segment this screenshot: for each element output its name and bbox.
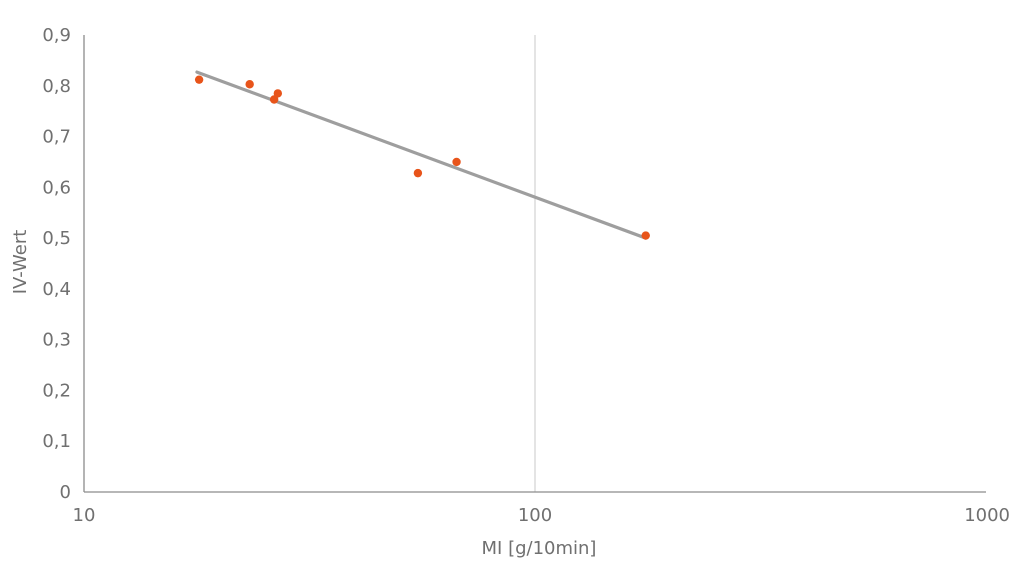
data-point xyxy=(269,95,279,104)
x-axis-title: MI [g/10min] xyxy=(482,538,597,559)
trendline xyxy=(195,70,648,240)
data-point xyxy=(273,89,283,98)
data-point xyxy=(413,168,423,178)
y-tick-label: 0,8 xyxy=(42,76,71,97)
data-points xyxy=(194,75,650,240)
x-tick-labels: 10 100 1000 xyxy=(73,505,1010,526)
y-axis-title: IV-Wert xyxy=(10,230,31,295)
y-tick-label: 0,7 xyxy=(42,127,71,148)
data-point xyxy=(641,231,650,240)
y-tick-label: 0,1 xyxy=(42,431,71,452)
y-tick-label: 0,9 xyxy=(42,25,71,46)
y-tick-label: 0 xyxy=(60,482,71,503)
y-tick-labels: 0 0,1 0,2 0,3 0,4 0,5 0,6 0,7 0,8 0,9 xyxy=(42,25,71,503)
data-point xyxy=(452,157,461,167)
data-point xyxy=(245,80,254,89)
x-tick-label: 100 xyxy=(518,505,552,526)
x-tick-label: 10 xyxy=(73,505,96,526)
y-tick-label: 0,2 xyxy=(42,380,71,401)
trendline-group xyxy=(195,70,648,240)
x-tick-label: 1000 xyxy=(964,505,1010,526)
y-tick-label: 0,5 xyxy=(42,228,71,249)
data-point xyxy=(194,75,204,84)
y-tick-label: 0,6 xyxy=(42,177,71,198)
y-tick-label: 0,4 xyxy=(42,279,71,300)
y-tick-label: 0,3 xyxy=(42,330,71,351)
axes xyxy=(83,35,986,493)
